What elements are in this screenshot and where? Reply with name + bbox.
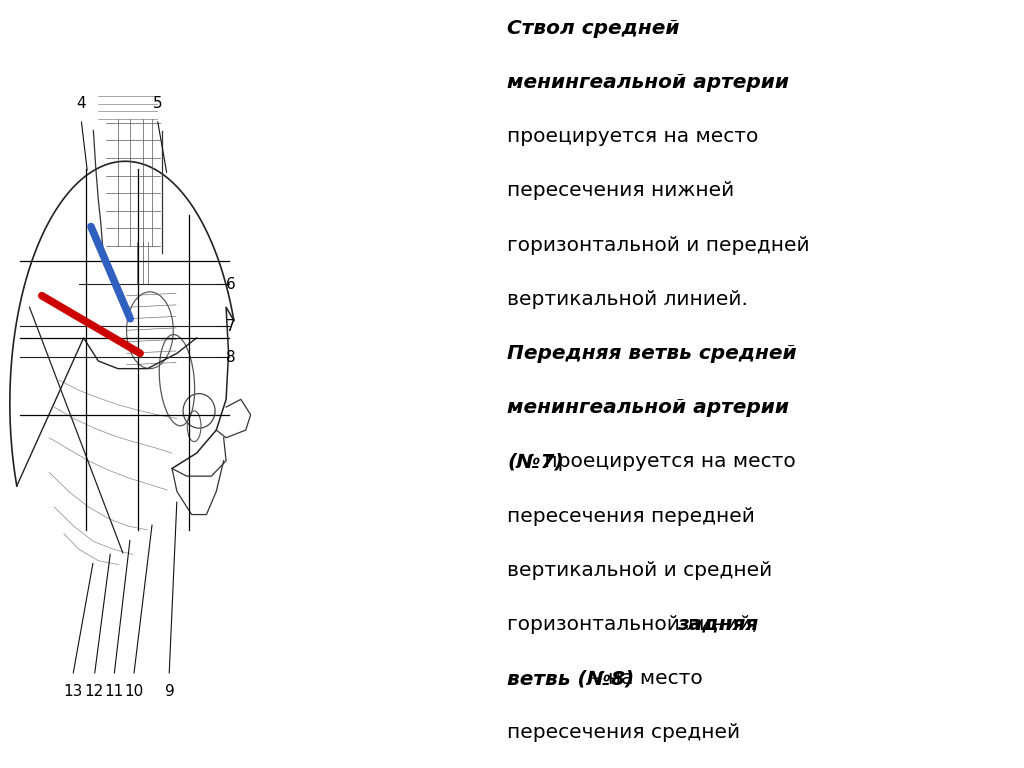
Text: проецируется на место: проецируется на место <box>539 452 796 472</box>
Text: 6: 6 <box>226 276 236 292</box>
Text: Ствол средней: Ствол средней <box>508 19 680 38</box>
Text: 9: 9 <box>165 684 174 699</box>
Text: Передняя ветвь средней: Передняя ветвь средней <box>508 344 797 363</box>
Text: горизонтальной линий,: горизонтальной линий, <box>508 615 765 634</box>
Text: 11: 11 <box>104 684 124 699</box>
Text: 5: 5 <box>153 96 162 111</box>
Text: (№7): (№7) <box>508 452 564 472</box>
Text: ветвь (№8): ветвь (№8) <box>508 669 635 688</box>
Text: 7: 7 <box>226 319 236 334</box>
Text: 12: 12 <box>85 684 104 699</box>
Text: вертикальной и средней: вертикальной и средней <box>508 561 773 580</box>
Text: пересечения передней: пересечения передней <box>508 507 756 525</box>
Text: 4: 4 <box>77 96 86 111</box>
Text: 8: 8 <box>226 349 236 365</box>
Text: проецируется на место: проецируется на место <box>508 127 759 146</box>
Text: 13: 13 <box>63 684 83 699</box>
Text: – на место: – на место <box>585 669 702 688</box>
Text: менингеальной артерии: менингеальной артерии <box>508 73 790 92</box>
Text: пересечения средней: пересечения средней <box>508 723 740 743</box>
Text: менингеальной артерии: менингеальной артерии <box>508 398 790 417</box>
Text: задняя: задняя <box>677 615 759 634</box>
Text: 10: 10 <box>124 684 143 699</box>
Text: горизонтальной и передней: горизонтальной и передней <box>508 236 810 254</box>
Text: вертикальной линией.: вертикальной линией. <box>508 290 749 309</box>
Text: пересечения нижней: пересечения нижней <box>508 181 735 200</box>
